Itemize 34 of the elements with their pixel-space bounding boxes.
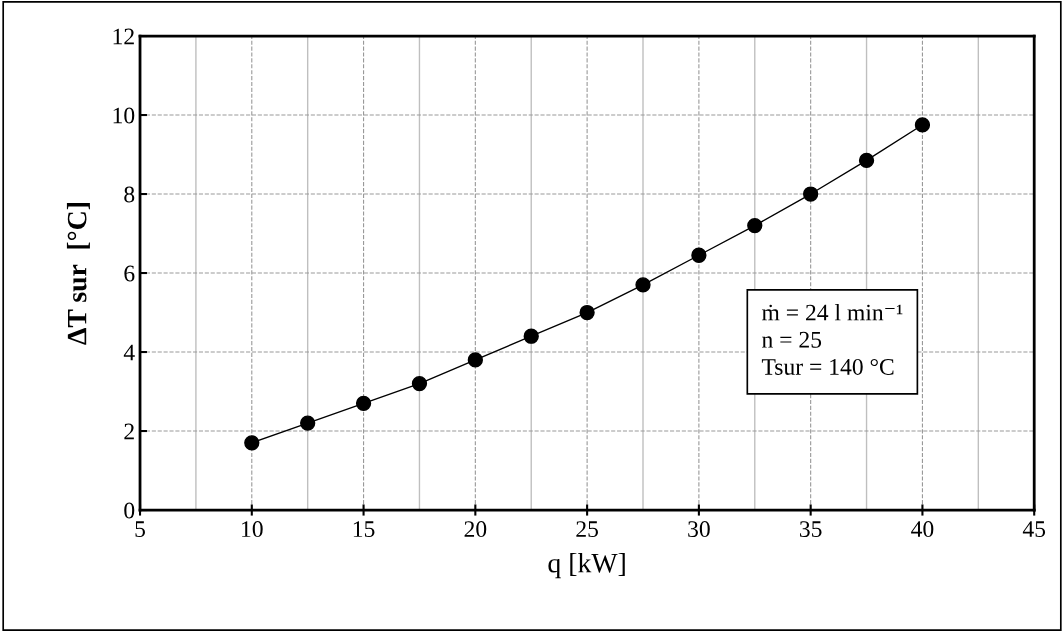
x-tick-label: 20 bbox=[464, 521, 487, 538]
point bbox=[691, 247, 707, 263]
y-tick-label: 6 bbox=[124, 265, 135, 282]
point bbox=[579, 304, 595, 321]
point bbox=[411, 375, 428, 392]
point bbox=[467, 352, 483, 368]
point bbox=[300, 415, 316, 431]
y-tick-label: 12 bbox=[113, 28, 134, 45]
point bbox=[523, 328, 539, 344]
y-tick-label: 0 bbox=[124, 502, 135, 519]
annotation: Tsur = 140 °C bbox=[761, 358, 894, 375]
point bbox=[914, 117, 931, 133]
y-tick-label: 10 bbox=[113, 107, 135, 124]
point bbox=[244, 435, 260, 451]
y-tick-label: 2 bbox=[124, 423, 134, 440]
point bbox=[747, 217, 763, 234]
y-tick-label: 8 bbox=[124, 186, 135, 203]
y-axis-title: ΔT sur [°C] bbox=[66, 203, 90, 345]
point bbox=[635, 277, 651, 293]
x-tick-label: 40 bbox=[911, 521, 934, 538]
point bbox=[803, 186, 819, 202]
x-tick-label: 10 bbox=[242, 521, 263, 538]
x-tick-label: 35 bbox=[799, 521, 822, 538]
x-tick-label: 25 bbox=[576, 521, 598, 538]
x-tick-label: 45 bbox=[1022, 521, 1046, 538]
x-tick-label: 15 bbox=[353, 521, 375, 538]
y-tick-label: 4 bbox=[123, 344, 135, 361]
annotation: ṁ = 24 l min⁻¹ bbox=[761, 303, 903, 321]
point bbox=[858, 152, 875, 169]
x-tick-label: 5 bbox=[135, 521, 145, 538]
annotation: n = 25 bbox=[762, 331, 822, 348]
point bbox=[355, 395, 372, 412]
x-tick-label: 30 bbox=[688, 521, 710, 538]
x-axis-title: q [kW] bbox=[548, 552, 625, 579]
